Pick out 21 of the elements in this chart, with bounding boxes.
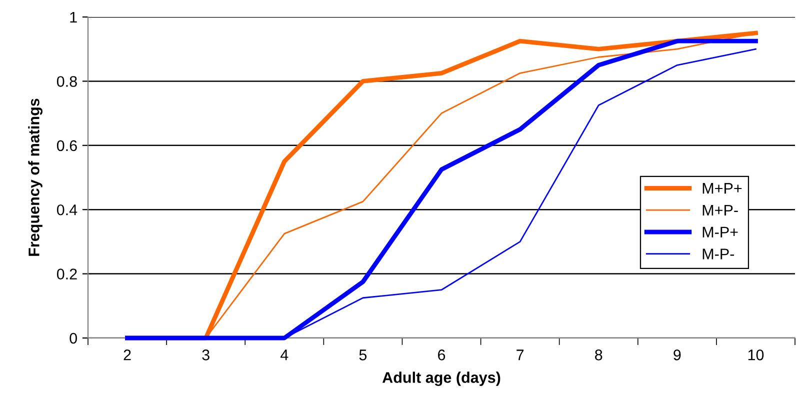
x-tick-label: 7: [516, 350, 524, 360]
x-tick-label: 9: [674, 350, 681, 360]
x-tick-label: 4: [280, 350, 288, 360]
legend-label: M-P-: [702, 248, 734, 260]
x-tick-label: 10: [748, 350, 764, 360]
x-tick-label: 2: [124, 350, 131, 360]
x-tick-label: 8: [595, 350, 602, 360]
y-tick-label: 0.4: [56, 204, 78, 216]
y-tick-label: 1: [70, 12, 77, 23]
y-tick-label: 0.8: [56, 76, 77, 87]
y-tick-label: 0: [70, 332, 77, 344]
legend-label: M+P-: [702, 204, 738, 216]
legend-label: M+P+: [702, 183, 742, 194]
x-tick-label: 6: [438, 350, 446, 360]
x-axis-title: Adult age (days): [382, 372, 500, 386]
legend-label: M-P+: [702, 226, 738, 238]
y-tick-label: 0.6: [56, 140, 77, 152]
y-tick-label: 0.2: [56, 268, 77, 280]
x-tick-label: 5: [359, 350, 367, 360]
x-tick-label: 3: [202, 350, 210, 360]
y-axis-title: Frequency of matings: [28, 98, 42, 256]
